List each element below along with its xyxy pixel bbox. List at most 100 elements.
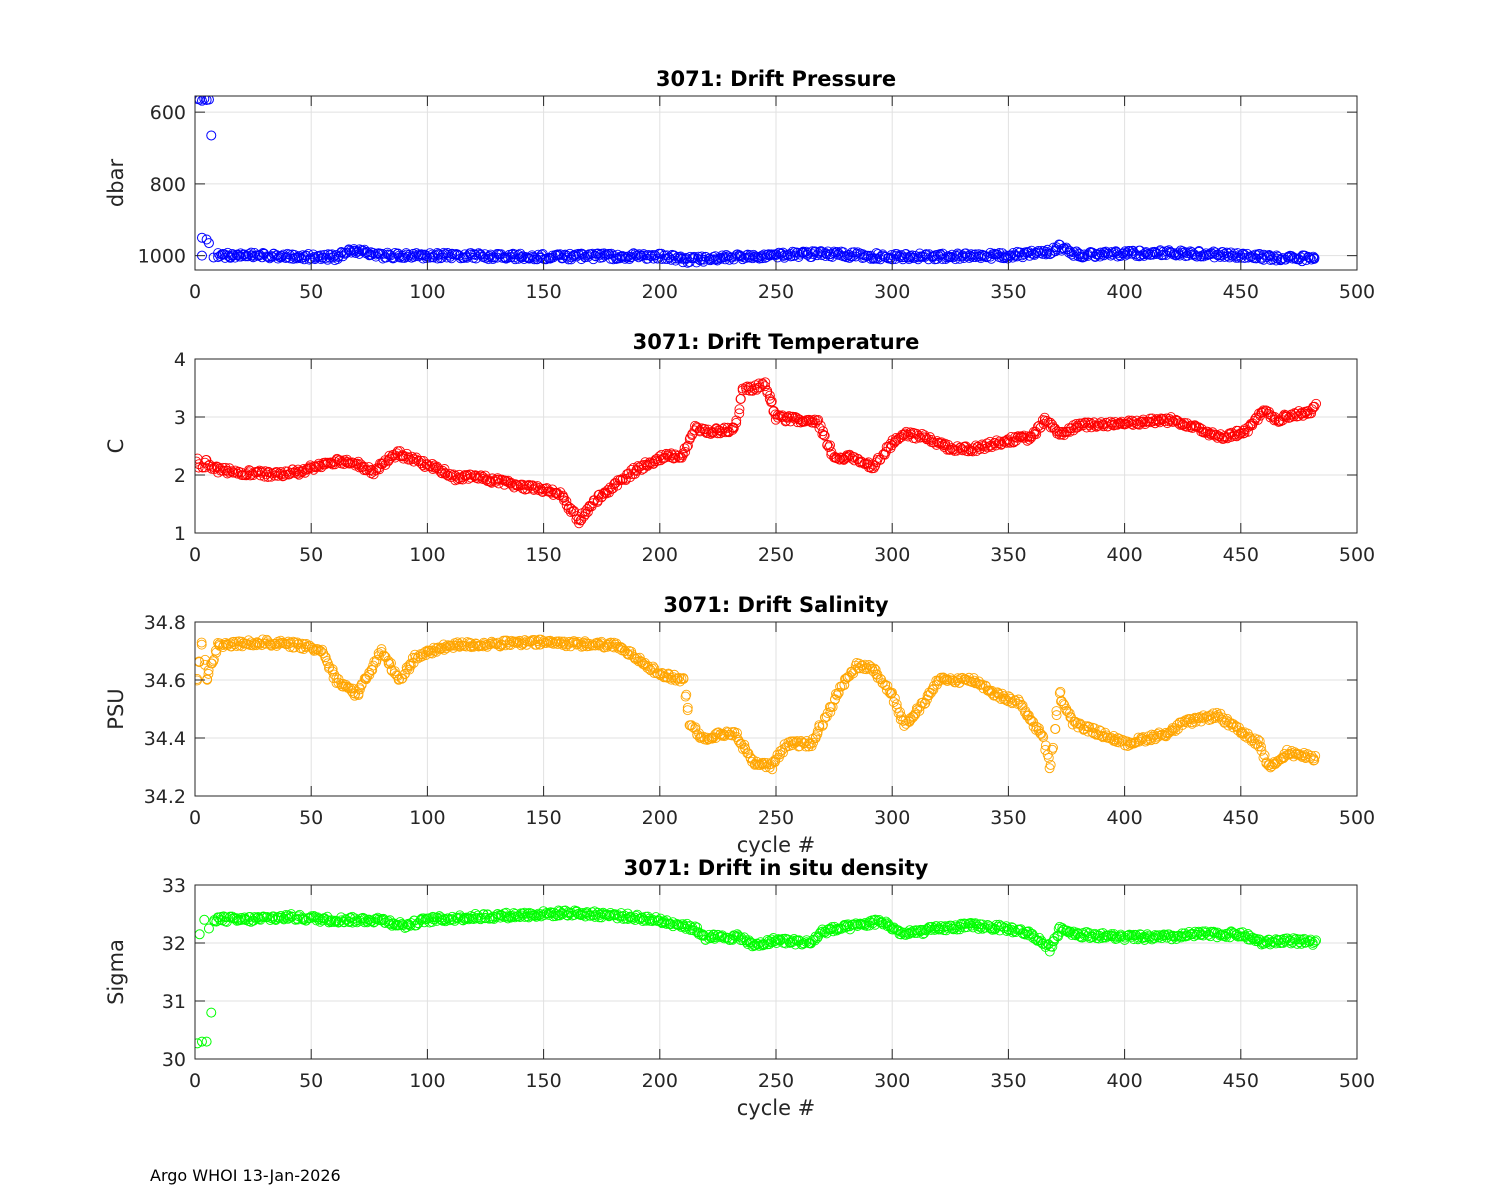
data-point bbox=[1047, 744, 1058, 755]
data-point bbox=[977, 923, 988, 934]
data-point bbox=[574, 518, 584, 529]
data-point bbox=[236, 251, 246, 262]
y-tick-label: 34.8 bbox=[144, 612, 186, 634]
data-point bbox=[734, 408, 745, 419]
data-point bbox=[323, 663, 334, 674]
data-point bbox=[1184, 714, 1194, 724]
data-point bbox=[545, 486, 556, 497]
y-axis-label: PSU bbox=[104, 688, 128, 729]
data-point bbox=[1237, 927, 1248, 938]
data-point bbox=[610, 639, 621, 650]
data-point bbox=[782, 412, 793, 423]
data-point bbox=[628, 462, 639, 473]
data-point bbox=[694, 426, 705, 437]
data-point bbox=[195, 656, 205, 667]
data-point bbox=[670, 452, 681, 463]
data-point bbox=[522, 252, 533, 263]
data-point bbox=[426, 645, 437, 656]
data-point bbox=[819, 430, 830, 441]
data-point bbox=[764, 250, 775, 261]
data-point bbox=[1221, 247, 1232, 258]
data-point bbox=[386, 658, 396, 669]
x-tick-label: 250 bbox=[758, 807, 794, 829]
data-point bbox=[308, 249, 319, 260]
data-point bbox=[1083, 721, 1094, 732]
data-point bbox=[1036, 729, 1047, 740]
x-tick-label: 350 bbox=[990, 1070, 1026, 1092]
data-point bbox=[1299, 750, 1310, 761]
data-point bbox=[1070, 716, 1081, 727]
data-point bbox=[359, 913, 370, 924]
data-point bbox=[259, 638, 270, 649]
data-point bbox=[1216, 714, 1227, 725]
data-point bbox=[813, 415, 824, 425]
data-point bbox=[296, 467, 307, 478]
chart-title: 3071: Drift Pressure bbox=[656, 67, 896, 91]
data-point bbox=[682, 253, 692, 264]
data-point bbox=[670, 675, 681, 686]
data-point bbox=[196, 1036, 207, 1047]
data-markers bbox=[195, 905, 1322, 1049]
data-point bbox=[1128, 245, 1138, 256]
data-point bbox=[1048, 742, 1058, 753]
x-tick-label: 300 bbox=[874, 544, 910, 566]
data-point bbox=[321, 656, 332, 666]
data-point bbox=[842, 921, 853, 932]
data-point bbox=[1082, 931, 1093, 942]
data-point bbox=[952, 673, 963, 684]
x-tick-label: 0 bbox=[189, 281, 201, 303]
data-point bbox=[652, 916, 663, 927]
data-point bbox=[870, 914, 881, 925]
data-point bbox=[818, 430, 829, 440]
data-point bbox=[889, 693, 900, 704]
data-point bbox=[417, 460, 428, 471]
data-point bbox=[895, 707, 905, 718]
data-point bbox=[434, 465, 445, 476]
data-point bbox=[603, 249, 614, 260]
data-point bbox=[829, 451, 840, 462]
data-point bbox=[875, 251, 886, 262]
data-point bbox=[473, 912, 484, 923]
data-point bbox=[700, 426, 711, 437]
data-point bbox=[613, 910, 624, 921]
data-point bbox=[1172, 719, 1183, 730]
data-point bbox=[993, 688, 1004, 699]
x-tick-label: 350 bbox=[990, 281, 1026, 303]
chart-title: 3071: Drift Temperature bbox=[633, 330, 920, 354]
x-tick-label: 150 bbox=[525, 544, 561, 566]
data-point bbox=[872, 454, 883, 465]
data-point bbox=[1051, 706, 1062, 716]
x-tick-label: 150 bbox=[525, 807, 561, 829]
data-point bbox=[764, 390, 775, 401]
data-point bbox=[454, 250, 465, 261]
data-point bbox=[199, 96, 210, 104]
data-point bbox=[1253, 734, 1263, 745]
data-point bbox=[1214, 431, 1225, 442]
x-tick-label: 200 bbox=[642, 1070, 678, 1092]
data-point bbox=[226, 466, 237, 477]
data-point bbox=[682, 705, 693, 716]
data-point bbox=[1061, 426, 1072, 437]
data-point bbox=[506, 477, 517, 488]
data-point bbox=[1109, 735, 1120, 746]
x-tick-label: 300 bbox=[874, 281, 910, 303]
data-point bbox=[354, 684, 365, 695]
chart-title: 3071: Drift in situ density bbox=[624, 856, 929, 880]
data-point bbox=[1038, 419, 1049, 430]
data-point bbox=[416, 914, 426, 925]
data-point bbox=[1063, 707, 1073, 717]
data-point bbox=[702, 732, 713, 743]
data-point bbox=[675, 676, 685, 687]
data-point bbox=[1181, 930, 1192, 941]
data-point bbox=[505, 478, 516, 489]
data-point bbox=[1309, 755, 1320, 766]
data-point bbox=[265, 639, 276, 650]
data-point bbox=[886, 924, 897, 935]
data-point bbox=[1265, 251, 1276, 262]
data-point bbox=[228, 250, 239, 261]
data-point bbox=[1242, 248, 1253, 259]
data-point bbox=[1017, 700, 1028, 711]
data-point bbox=[1309, 401, 1320, 412]
data-point bbox=[847, 453, 858, 464]
data-point bbox=[531, 911, 542, 922]
